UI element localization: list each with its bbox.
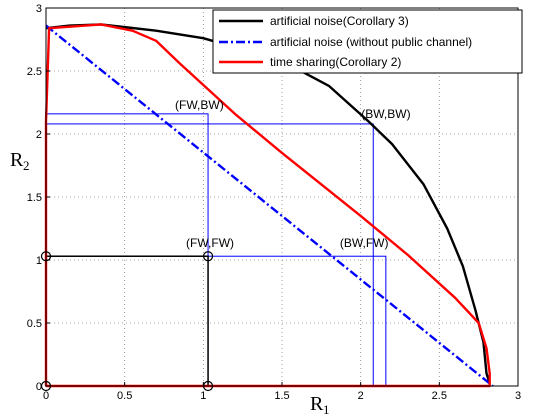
legend-label-corollary3: artificial noise(Corollary 3) <box>270 14 409 28</box>
y-axis-label-subscript: 2 <box>23 158 30 173</box>
point-annotation: (BW,FW) <box>340 236 389 250</box>
x-tick-label: 2.5 <box>432 390 447 402</box>
x-tick-label: 1.5 <box>274 390 289 402</box>
legend-box <box>212 9 523 74</box>
point-annotation: (BW,BW) <box>361 107 410 121</box>
tick-labels: 0 0.5 1 1.5 2 2.5 3 0 0.5 1 1.5 2 2.5 3 <box>27 3 521 402</box>
series-group <box>44 23 494 388</box>
legend-label-no-public: artificial noise (without public channel… <box>270 35 472 49</box>
point-annotation: (FW,FW) <box>186 236 234 250</box>
y-tick-label: 3 <box>36 3 42 15</box>
x-tick-label: 2 <box>358 390 364 402</box>
point-annotation: (FW,BW) <box>175 98 224 112</box>
y-tick-label: 0.5 <box>27 318 42 330</box>
y-tick-label: 0 <box>36 381 42 393</box>
x-tick-label: 0.5 <box>117 390 132 402</box>
x-tick-label: 0 <box>43 390 49 402</box>
corner-markers <box>40 251 214 392</box>
black-rate-box <box>45 255 209 387</box>
legend-label-corollary2: time sharing(Corollary 2) <box>270 55 401 69</box>
y-axis-label: R <box>10 149 24 171</box>
x-tick-label: 3 <box>515 390 521 402</box>
series-line-corollary2 <box>44 23 491 388</box>
corner-marker <box>202 251 214 262</box>
x-axis-label-subscript: 1 <box>323 402 330 416</box>
blue-rate-box <box>45 255 387 387</box>
y-tick-label: 1.5 <box>27 192 42 204</box>
x-axis-label: R <box>310 393 324 415</box>
blue-rate-box <box>45 123 374 387</box>
point-annotations: (FW,BW) (BW,BW) (FW,FW) (BW,FW) <box>175 98 411 250</box>
y-tick-label: 1 <box>36 255 42 267</box>
legend: artificial noise(Corollary 3) artificial… <box>212 9 523 74</box>
x-tick-label: 1 <box>200 390 206 402</box>
blue-rate-box <box>45 113 209 387</box>
series-line-no-public <box>45 24 494 387</box>
y-tick-label: 2 <box>36 129 42 141</box>
y-tick-label: 2.5 <box>27 66 42 78</box>
